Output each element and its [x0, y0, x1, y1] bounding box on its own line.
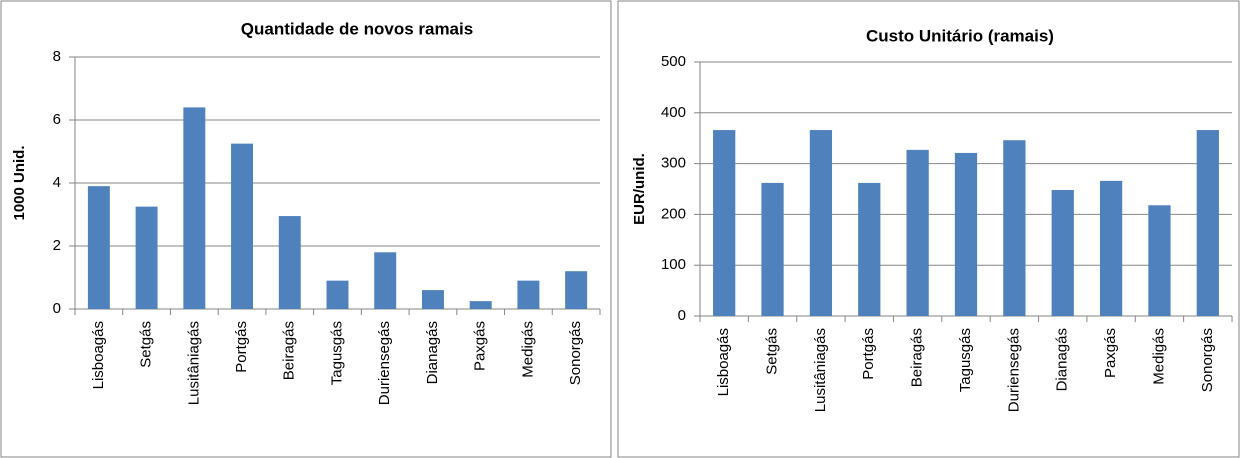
x-tick-label: Portgás	[860, 328, 877, 380]
y-tick-label: 300	[661, 155, 686, 172]
bar	[761, 182, 784, 316]
bar	[469, 301, 492, 309]
chart-title: Quantidade de novos ramais	[241, 19, 473, 38]
y-tick-label: 4	[53, 174, 61, 191]
bar	[517, 280, 540, 309]
y-tick-label: 8	[53, 48, 61, 65]
x-tick-label: Portgás	[233, 321, 250, 373]
y-axis-label: 1000 Unid.	[11, 145, 28, 220]
bar	[954, 152, 978, 316]
x-tick-label: Duriensegás	[1005, 328, 1022, 412]
y-tick-label: 200	[661, 205, 686, 222]
bar	[374, 252, 397, 309]
y-tick-label: 2	[53, 237, 61, 254]
bar	[1148, 205, 1171, 316]
bar	[278, 216, 301, 309]
x-tick-label: Duriensegás	[376, 321, 393, 405]
y-tick-label: 400	[661, 104, 686, 121]
chart-title: Custo Unitário (ramais)	[866, 26, 1054, 45]
x-tick-label: Beiragás	[281, 321, 298, 380]
bar	[135, 206, 158, 309]
y-tick-label: 6	[53, 111, 61, 128]
bar	[421, 290, 444, 309]
x-tick-label: Medigás	[519, 321, 536, 378]
bar	[906, 149, 929, 316]
bar	[713, 130, 736, 316]
x-tick-label: Lusitâniagás	[185, 321, 202, 405]
x-tick-label: Lisboagás	[715, 328, 732, 396]
bar	[183, 107, 206, 310]
x-tick-label: Tagusgás	[328, 321, 345, 385]
x-tick-label: Dianagás	[1054, 328, 1071, 391]
x-tick-label: Setgás	[138, 321, 155, 368]
bar	[1003, 140, 1026, 316]
x-tick-label: Tagusgás	[957, 328, 974, 392]
y-tick-label: 0	[53, 300, 61, 317]
bar	[565, 271, 588, 309]
bar	[1196, 130, 1219, 316]
x-tick-label: Paxgás	[1102, 328, 1119, 378]
bar	[87, 186, 110, 309]
x-tick-label: Paxgás	[472, 321, 489, 371]
bar	[1051, 190, 1074, 316]
y-axis-label: EUR/unid.	[631, 153, 648, 225]
x-tick-label: Sonorgás	[1199, 328, 1216, 392]
bar	[326, 280, 349, 309]
bar	[1099, 180, 1123, 316]
x-tick-label: Dianagás	[424, 321, 441, 384]
y-tick-label: 0	[678, 307, 686, 324]
x-tick-label: Lisboagás	[90, 321, 107, 389]
y-tick-label: 100	[661, 256, 686, 273]
x-tick-label: Sonorgás	[567, 321, 584, 385]
bar	[809, 130, 833, 316]
bar	[858, 182, 881, 316]
y-tick-label: 500	[661, 53, 686, 70]
x-tick-label: Medigás	[1150, 328, 1167, 385]
x-tick-label: Beiragás	[909, 328, 926, 387]
x-tick-label: Setgás	[764, 328, 781, 375]
bar	[231, 143, 254, 309]
x-tick-label: Lusitâniagás	[812, 328, 829, 412]
